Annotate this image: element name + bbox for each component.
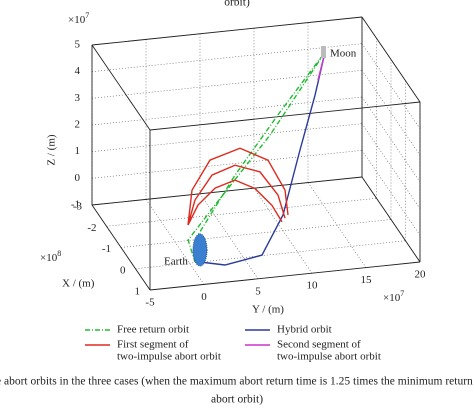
z-tick-label: 4	[75, 65, 81, 77]
y-axis-label: Y / (m)	[252, 304, 284, 316]
earth-label: Earth	[164, 256, 188, 268]
box-edge	[149, 261, 421, 291]
box-edge	[91, 204, 151, 291]
grid-line	[361, 96, 421, 183]
y-tick-label: -5	[145, 297, 155, 309]
caption-line: abort orbit)	[211, 394, 263, 406]
z-tick-label: 3	[75, 92, 81, 104]
grid-line	[361, 43, 421, 129]
box-edge	[91, 176, 363, 206]
y-tick-label: 5	[255, 285, 261, 297]
grid-line	[361, 70, 421, 156]
grid-line	[361, 123, 421, 209]
x-axis-label: X / (m)	[62, 278, 95, 290]
legend: Free return orbit Hybrid orbit First segme…	[85, 324, 381, 363]
box-edge	[91, 16, 363, 46]
grid-line	[91, 96, 363, 126]
legend-label: two-impulse abort orbit	[117, 351, 221, 363]
z-tick-label: -1	[71, 199, 80, 211]
orbit-line	[187, 147, 289, 226]
header-fragment: orbit)	[224, 0, 250, 9]
grid-line	[199, 193, 259, 279]
grid-line	[253, 188, 313, 274]
z-tick-label: 2	[75, 119, 81, 131]
orbit-line	[187, 51, 326, 263]
grid-line	[91, 150, 363, 179]
x-tick-label: -2	[87, 222, 96, 234]
grid-line	[145, 199, 205, 285]
z-tick-label: 5	[75, 39, 81, 51]
box-edge	[91, 44, 151, 131]
grid-line	[91, 43, 363, 72]
x-tick-label: -1	[102, 243, 111, 255]
z-tick-label: 1	[75, 145, 81, 157]
grid-line	[91, 70, 363, 99]
z-multiplier: ×107	[68, 11, 89, 26]
moon	[321, 46, 326, 58]
legend-label: First segment of	[117, 339, 189, 351]
box-edge	[361, 176, 421, 263]
y-tick-label: 10	[307, 280, 319, 292]
grid-line	[307, 182, 367, 268]
legend-label: Hybrid orbit	[277, 324, 332, 336]
legend-label: Free return orbit	[117, 324, 189, 336]
grid-line	[361, 150, 421, 236]
earth	[192, 233, 208, 267]
x-tick-label: 0	[120, 264, 126, 276]
legend-label: two-impulse abort orbit	[277, 351, 381, 363]
orbit-line	[199, 52, 326, 266]
moon-label: Moon	[330, 48, 357, 60]
y-tick-label: 20	[415, 269, 427, 281]
x-tick-label: 1	[135, 286, 141, 298]
grid-line	[135, 240, 406, 270]
caption-line: e abort orbits in the three cases (when …	[0, 376, 473, 388]
box-edge	[361, 16, 421, 103]
box-edge	[149, 101, 421, 131]
y-tick-label: 15	[361, 274, 373, 286]
z-tick-label: 0	[75, 172, 81, 184]
y-tick-label: 0	[201, 291, 207, 303]
z-axis-label: Z / (m)	[46, 134, 58, 165]
grid-line	[91, 123, 363, 152]
x-multiplier: ×108	[40, 249, 61, 264]
y-multiplier: ×107	[383, 289, 404, 304]
grid-line	[120, 219, 392, 248]
x-tick-label: -3	[73, 201, 83, 213]
grid-line	[106, 197, 377, 227]
legend-label: Second segment of	[277, 339, 361, 351]
